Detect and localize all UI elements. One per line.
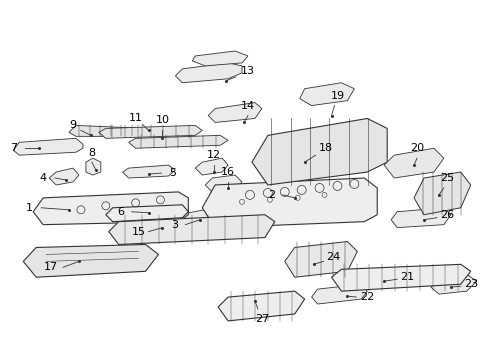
Polygon shape: [129, 135, 228, 148]
Text: 17: 17: [44, 262, 58, 272]
Text: 4: 4: [40, 173, 47, 183]
Polygon shape: [285, 242, 357, 277]
Text: 25: 25: [440, 173, 454, 183]
Text: 10: 10: [155, 116, 170, 126]
Polygon shape: [218, 291, 305, 321]
Text: 19: 19: [330, 91, 344, 101]
Text: 11: 11: [128, 113, 143, 123]
Polygon shape: [49, 168, 79, 185]
Polygon shape: [431, 274, 477, 294]
Polygon shape: [202, 178, 377, 228]
Polygon shape: [208, 103, 262, 122]
Polygon shape: [33, 192, 188, 225]
Polygon shape: [99, 125, 202, 138]
Text: 24: 24: [326, 252, 341, 262]
Polygon shape: [300, 83, 354, 105]
Polygon shape: [122, 165, 175, 178]
Polygon shape: [86, 158, 101, 175]
Text: 12: 12: [207, 150, 221, 160]
Text: 13: 13: [241, 66, 255, 76]
Text: 3: 3: [171, 220, 178, 230]
Polygon shape: [69, 125, 152, 136]
Polygon shape: [205, 175, 242, 192]
Polygon shape: [312, 284, 368, 304]
Text: 18: 18: [318, 143, 333, 153]
Text: 26: 26: [440, 210, 454, 220]
Text: 27: 27: [255, 314, 269, 324]
Polygon shape: [414, 172, 471, 215]
Text: 20: 20: [410, 143, 424, 153]
Polygon shape: [252, 118, 387, 185]
Text: 7: 7: [10, 143, 17, 153]
Polygon shape: [196, 158, 228, 175]
Polygon shape: [391, 208, 451, 228]
Polygon shape: [109, 215, 275, 244]
Text: 16: 16: [221, 167, 235, 177]
Polygon shape: [192, 51, 248, 66]
Polygon shape: [106, 205, 188, 222]
Text: 14: 14: [241, 100, 255, 111]
Text: 21: 21: [400, 272, 414, 282]
Text: 23: 23: [464, 279, 478, 289]
Text: 15: 15: [132, 226, 146, 237]
Polygon shape: [332, 264, 471, 291]
Polygon shape: [175, 63, 242, 83]
Text: 9: 9: [70, 121, 76, 130]
Polygon shape: [384, 148, 444, 178]
Polygon shape: [23, 244, 158, 277]
Polygon shape: [13, 138, 83, 155]
Text: 5: 5: [169, 168, 176, 178]
Text: 2: 2: [269, 190, 275, 200]
Polygon shape: [169, 208, 222, 231]
Text: 6: 6: [117, 207, 124, 217]
Text: 22: 22: [360, 292, 374, 302]
Text: 8: 8: [88, 148, 96, 158]
Text: 1: 1: [26, 203, 33, 213]
